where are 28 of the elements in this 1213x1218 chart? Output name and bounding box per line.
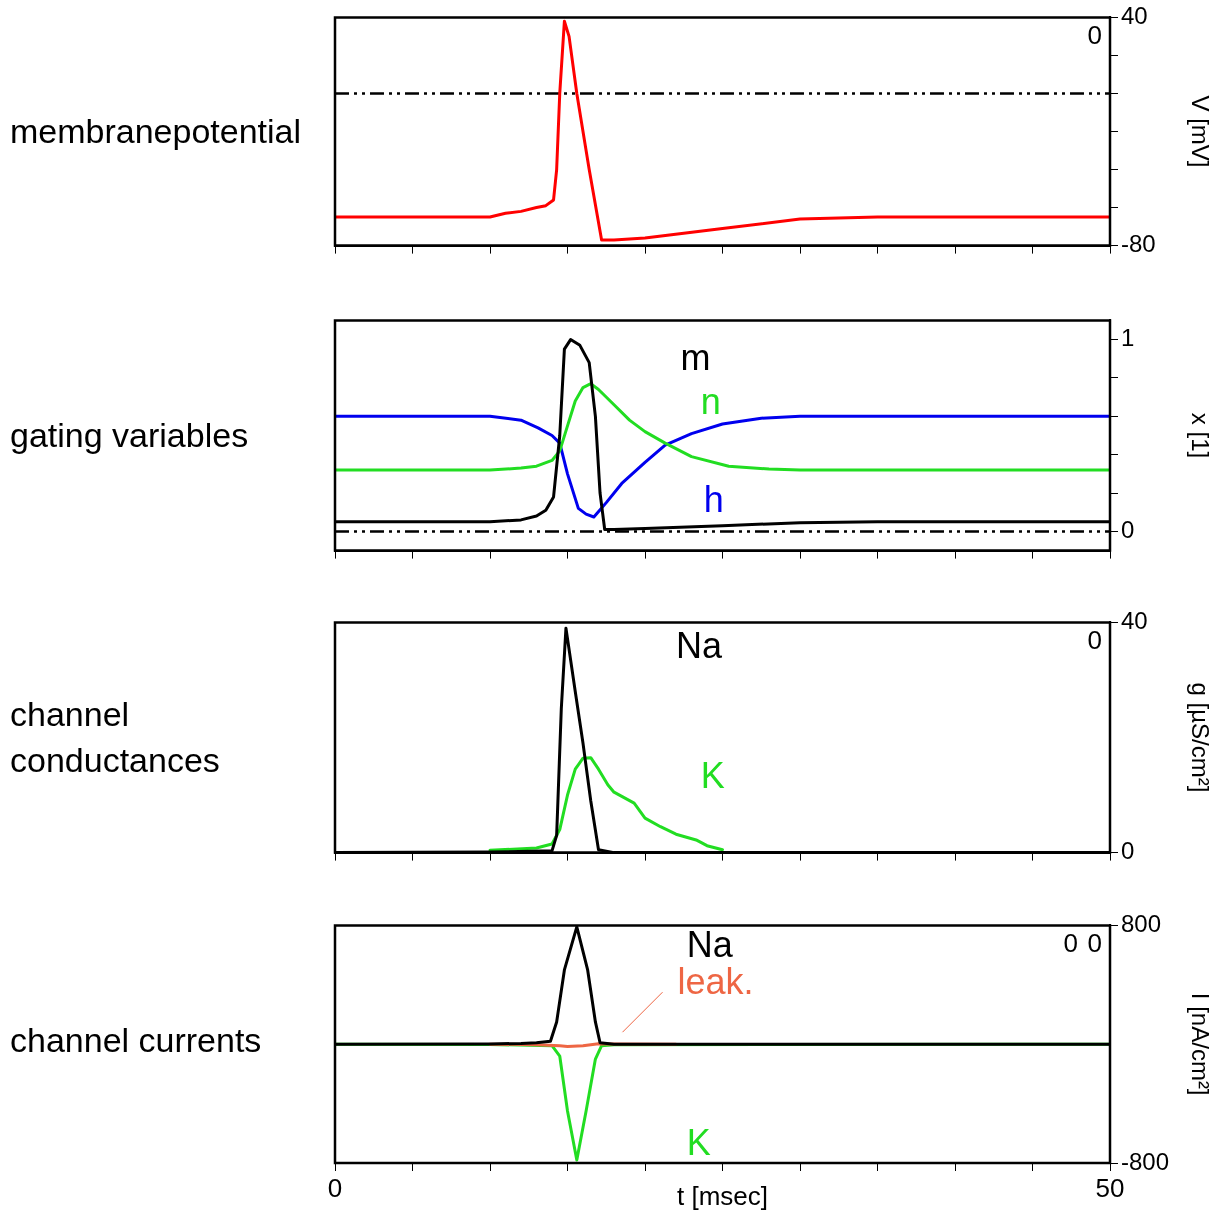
y-tick-label: 0 bbox=[1121, 516, 1135, 544]
y-tick-label: 40 bbox=[1121, 607, 1148, 635]
text: m bbox=[680, 336, 711, 378]
text: channel conductances bbox=[10, 693, 221, 781]
y-tick-label: -80 bbox=[1121, 230, 1156, 258]
y-tick-label: 0 bbox=[1121, 837, 1135, 865]
series-label: K bbox=[700, 754, 725, 796]
series-label: h bbox=[703, 478, 724, 520]
text: Na bbox=[675, 625, 723, 667]
x-axis-title: t [msec] bbox=[676, 1180, 769, 1211]
y-axis-title: x [1] bbox=[1186, 412, 1213, 459]
annotation: 0 bbox=[1087, 624, 1102, 655]
y-tick-label: 800 bbox=[1121, 910, 1162, 938]
y-tick-label: -800 bbox=[1121, 1147, 1170, 1175]
text: K bbox=[686, 1121, 711, 1163]
text: channel currents bbox=[10, 1019, 263, 1061]
text: membranepotential bbox=[10, 110, 303, 152]
annotation: 0 bbox=[1087, 927, 1102, 958]
y-tick-label: 1 bbox=[1121, 324, 1135, 352]
text: gating variables bbox=[10, 414, 250, 456]
annotation: 0 bbox=[1087, 19, 1102, 50]
y-axis-title: g [µS/cm²] bbox=[1186, 682, 1213, 793]
y-tick-label: 40 bbox=[1121, 2, 1148, 30]
y-axis-title: V [mV] bbox=[1186, 95, 1213, 168]
annotation: 0 bbox=[1063, 927, 1078, 958]
series-label: n bbox=[700, 380, 721, 422]
y-axis-title: I [nA/cm²] bbox=[1186, 992, 1213, 1096]
x-tick-label: 50 bbox=[1095, 1172, 1125, 1203]
